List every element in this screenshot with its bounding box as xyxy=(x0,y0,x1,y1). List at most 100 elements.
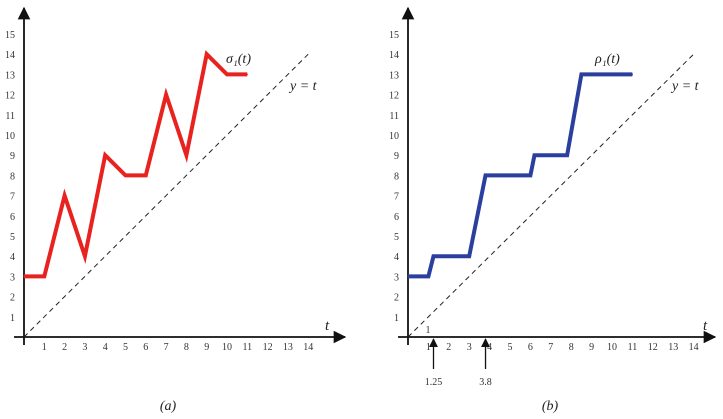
reference-line xyxy=(407,53,694,338)
x-tick-label: 7 xyxy=(548,342,553,353)
series-point xyxy=(631,73,634,75)
x-tick-label: 8 xyxy=(184,342,189,353)
series-point xyxy=(23,275,25,277)
x-tick-label: 9 xyxy=(589,342,594,353)
y-tick-label: 13 xyxy=(5,70,15,81)
y-tick-label: 15 xyxy=(5,30,15,41)
x-tick-label: 10 xyxy=(222,342,232,353)
y-tick-label: 14 xyxy=(5,50,15,61)
series-point xyxy=(533,154,536,156)
x-tick-label: 3 xyxy=(467,342,472,353)
y-tick-label: 2 xyxy=(394,293,399,304)
series-point xyxy=(246,73,248,75)
x-tick-label: 6 xyxy=(143,342,148,353)
y-tick-label: 8 xyxy=(10,171,15,182)
x-tick-label: 11 xyxy=(242,342,252,353)
x-tick-label: 13 xyxy=(668,342,678,353)
series-point xyxy=(566,154,568,156)
x-axis-label: t xyxy=(703,318,708,334)
series-point xyxy=(104,154,106,156)
extra-label-1: 1 xyxy=(426,325,431,336)
x-tick-label: 2 xyxy=(446,342,451,353)
series-line xyxy=(408,72,633,279)
y-tick-label: 4 xyxy=(394,252,399,263)
x-tick-label: 5 xyxy=(123,342,128,353)
series-point xyxy=(484,174,487,176)
x-tick-labels: 1 2 3 4 5 6 7 8 9 10 11 12 13 14 xyxy=(42,342,313,353)
x-tick-label: 4 xyxy=(487,342,492,353)
y-tick-label: 11 xyxy=(389,111,399,122)
y-tick-label: 5 xyxy=(10,232,15,243)
y-tick-label: 13 xyxy=(389,70,399,81)
y-tick-label: 12 xyxy=(389,91,399,102)
x-tick-label: 12 xyxy=(648,342,658,353)
x-tick-label: 3 xyxy=(82,342,87,353)
series-point xyxy=(185,154,187,156)
y-tick-label: 3 xyxy=(394,272,399,283)
y-tick-label: 6 xyxy=(394,212,399,223)
series-point xyxy=(43,275,45,277)
y-tick-label: 10 xyxy=(5,131,15,142)
annotation-label: 3.8 xyxy=(479,377,492,388)
y-tick-label: 2 xyxy=(10,293,15,304)
y-tick-label: 15 xyxy=(389,30,399,41)
reference-line-path xyxy=(407,53,694,338)
series-point xyxy=(226,73,228,75)
x-tick-label: 6 xyxy=(528,342,533,353)
series-lines xyxy=(23,50,248,279)
y-tick-label: 14 xyxy=(389,50,399,61)
x-tick-label: 12 xyxy=(263,342,273,353)
y-tick-label: 8 xyxy=(394,171,399,182)
panel-b: 1 2 3 4 5 6 7 8 9 10 11 12 13 14 12345678910111213141… xyxy=(389,6,717,414)
x-tick-labels: 1 2 3 4 5 6 7 8 9 10 11 12 13 14 xyxy=(426,342,699,353)
x-tick-label: 1 xyxy=(426,342,431,353)
series-point xyxy=(64,195,66,197)
series-point xyxy=(580,73,583,75)
y-tick-label: 11 xyxy=(5,111,15,122)
x-tick-label: 4 xyxy=(103,342,108,353)
series-point xyxy=(145,174,147,176)
series-point xyxy=(427,275,429,277)
series-point xyxy=(206,53,208,55)
series-label: ρ₁(t) xyxy=(594,52,620,67)
x-axis-label: t xyxy=(325,318,330,334)
x-tick-label: 14 xyxy=(303,342,313,353)
y-tick-label: 1 xyxy=(394,313,399,324)
series-line xyxy=(24,50,248,279)
reference-line-label: y = t xyxy=(670,79,700,94)
series-point xyxy=(165,94,167,96)
reference-line-label: y = t xyxy=(288,79,318,94)
y-tick-label: 4 xyxy=(10,252,15,263)
series-point xyxy=(407,275,409,277)
y-tick-label: 12 xyxy=(5,91,15,102)
y-tick-label: 10 xyxy=(389,131,399,142)
x-tick-label: 13 xyxy=(283,342,293,353)
panel-a: 1 2 3 4 5 6 7 8 9 10 11 12 13 14 12345678910111213141… xyxy=(5,6,347,414)
annotation-label: 1.25 xyxy=(425,377,443,388)
y-tick-label: 7 xyxy=(394,192,399,203)
x-tick-label: 5 xyxy=(508,342,513,353)
x-tick-label: 7 xyxy=(164,342,169,353)
series-point xyxy=(529,174,532,176)
x-tick-label: 10 xyxy=(607,342,617,353)
x-tick-label: 1 xyxy=(42,342,47,353)
x-tick-label: 14 xyxy=(689,342,699,353)
series-point xyxy=(468,255,470,257)
series-label: σ₁(t) xyxy=(226,52,251,67)
panel-caption: (a) xyxy=(160,399,177,414)
y-tick-label: 7 xyxy=(10,192,15,203)
series-point xyxy=(84,255,86,257)
panel-caption: (b) xyxy=(542,399,559,414)
y-tick-label: 5 xyxy=(394,232,399,243)
x-tick-label: 2 xyxy=(62,342,67,353)
y-tick-label: 9 xyxy=(10,151,15,162)
series-point xyxy=(432,255,435,257)
y-tick-label: 9 xyxy=(394,151,399,162)
x-tick-label: 9 xyxy=(204,342,209,353)
series-point xyxy=(124,174,127,176)
annotations: 1.25 3.8 xyxy=(425,338,492,388)
series-lines xyxy=(407,72,634,279)
